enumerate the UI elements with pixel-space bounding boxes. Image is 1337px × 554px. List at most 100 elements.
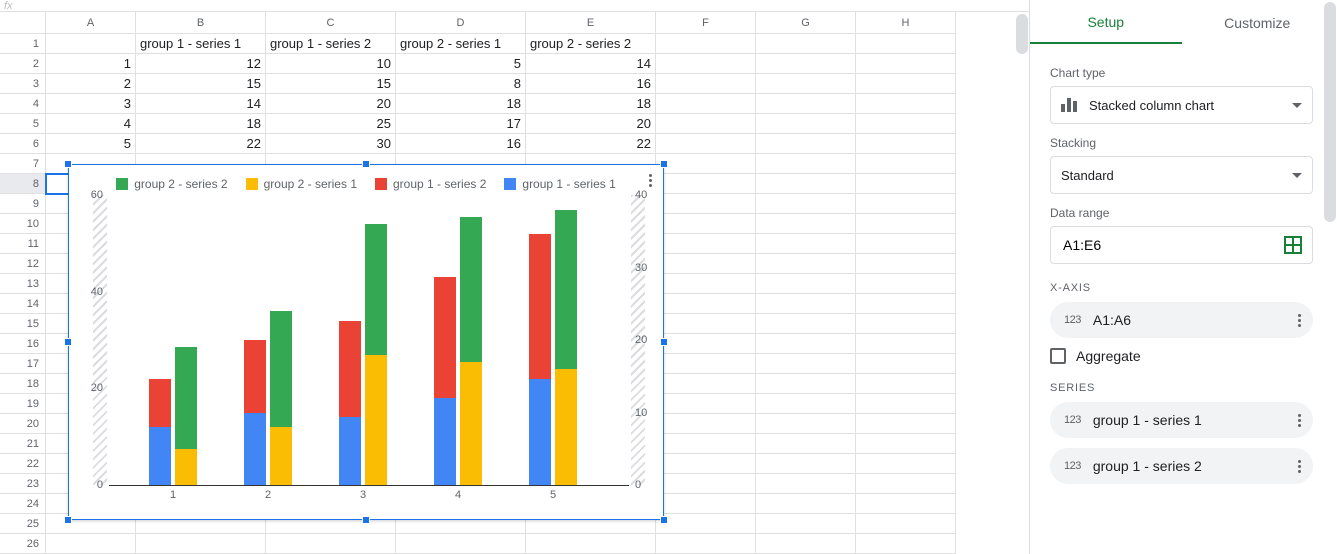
cell[interactable] [756, 494, 856, 514]
series-chip[interactable]: 123group 1 - series 2 [1050, 448, 1313, 484]
cell[interactable]: 15 [266, 74, 396, 94]
cell[interactable]: 14 [526, 54, 656, 74]
row-header[interactable]: 19 [0, 394, 46, 414]
cell[interactable] [656, 194, 756, 214]
cell[interactable] [856, 194, 956, 214]
cell[interactable]: 16 [396, 134, 526, 154]
cell[interactable] [856, 134, 956, 154]
cell[interactable]: group 1 - series 1 [136, 34, 266, 54]
cell[interactable] [656, 354, 756, 374]
cell[interactable] [656, 154, 756, 174]
cell[interactable] [756, 434, 856, 454]
cell[interactable] [46, 34, 136, 54]
cell[interactable] [656, 514, 756, 534]
row-header[interactable]: 11 [0, 234, 46, 254]
cell[interactable] [856, 534, 956, 554]
cell[interactable] [856, 174, 956, 194]
cell[interactable] [756, 134, 856, 154]
cell[interactable]: group 2 - series 1 [396, 34, 526, 54]
cell[interactable] [856, 474, 956, 494]
cell[interactable] [856, 234, 956, 254]
cell[interactable]: group 2 - series 2 [526, 34, 656, 54]
select-range-icon[interactable] [1284, 236, 1302, 254]
row-header[interactable]: 10 [0, 214, 46, 234]
cell[interactable] [396, 534, 526, 554]
cell[interactable] [756, 534, 856, 554]
cell[interactable]: 20 [266, 94, 396, 114]
cell[interactable] [656, 314, 756, 334]
col-header[interactable]: B [136, 12, 266, 34]
row-header[interactable]: 1 [0, 34, 46, 54]
cell[interactable] [656, 254, 756, 274]
series-more-button[interactable] [1294, 456, 1305, 477]
cell[interactable]: 2 [46, 74, 136, 94]
cell[interactable] [756, 154, 856, 174]
cell[interactable] [656, 234, 756, 254]
data-range-input[interactable] [1050, 226, 1313, 264]
col-header[interactable]: F [656, 12, 756, 34]
cell[interactable]: 5 [46, 134, 136, 154]
cell[interactable] [656, 394, 756, 414]
cell[interactable] [856, 214, 956, 234]
cell[interactable] [756, 354, 856, 374]
col-header[interactable]: A [46, 12, 136, 34]
cell[interactable] [756, 334, 856, 354]
row-header[interactable]: 13 [0, 274, 46, 294]
data-range-field[interactable] [1061, 236, 1284, 254]
row-header[interactable]: 4 [0, 94, 46, 114]
row-header[interactable]: 3 [0, 74, 46, 94]
formula-bar[interactable]: fx [0, 0, 1029, 12]
cell[interactable] [856, 514, 956, 534]
row-header[interactable]: 20 [0, 414, 46, 434]
row-header[interactable]: 5 [0, 114, 46, 134]
cell[interactable]: 5 [396, 54, 526, 74]
cell[interactable]: 1 [46, 54, 136, 74]
col-header[interactable]: E [526, 12, 656, 34]
cell[interactable]: 18 [136, 114, 266, 134]
cell[interactable]: 22 [136, 134, 266, 154]
cell[interactable] [856, 274, 956, 294]
cell[interactable] [856, 314, 956, 334]
cell[interactable] [756, 294, 856, 314]
cell[interactable]: 14 [136, 94, 266, 114]
cell[interactable] [856, 34, 956, 54]
tab-customize[interactable]: Customize [1182, 3, 1334, 43]
cell[interactable] [656, 54, 756, 74]
cell[interactable]: 20 [526, 114, 656, 134]
cell[interactable] [656, 534, 756, 554]
cell[interactable] [756, 74, 856, 94]
cell[interactable] [856, 394, 956, 414]
cell[interactable] [856, 94, 956, 114]
cell[interactable] [656, 334, 756, 354]
cell[interactable] [856, 374, 956, 394]
row-header[interactable]: 21 [0, 434, 46, 454]
cell[interactable] [856, 74, 956, 94]
vertical-scrollbar[interactable] [1015, 12, 1029, 554]
cell[interactable] [656, 274, 756, 294]
cell[interactable] [46, 534, 136, 554]
cell[interactable] [856, 254, 956, 274]
cell[interactable] [266, 534, 396, 554]
selection-handle[interactable] [362, 160, 370, 168]
cell[interactable] [856, 354, 956, 374]
selection-handle[interactable] [64, 338, 72, 346]
row-header[interactable]: 2 [0, 54, 46, 74]
cell[interactable] [756, 54, 856, 74]
col-header[interactable]: H [856, 12, 956, 34]
cell[interactable] [656, 294, 756, 314]
row-header[interactable]: 14 [0, 294, 46, 314]
cell[interactable] [756, 454, 856, 474]
cell[interactable] [756, 114, 856, 134]
cell[interactable] [856, 154, 956, 174]
aggregate-row[interactable]: Aggregate [1050, 348, 1313, 364]
chart-type-dropdown[interactable]: Stacked column chart [1050, 86, 1313, 124]
col-header[interactable]: G [756, 12, 856, 34]
cell[interactable] [856, 54, 956, 74]
embedded-chart[interactable]: group 2 - series 2group 2 - series 1grou… [68, 164, 664, 520]
selection-handle[interactable] [64, 160, 72, 168]
panel-scrollbar[interactable] [1323, 0, 1337, 554]
cell[interactable] [856, 414, 956, 434]
cell[interactable]: group 1 - series 2 [266, 34, 396, 54]
cell[interactable]: 4 [46, 114, 136, 134]
chart-menu-button[interactable] [641, 169, 659, 191]
